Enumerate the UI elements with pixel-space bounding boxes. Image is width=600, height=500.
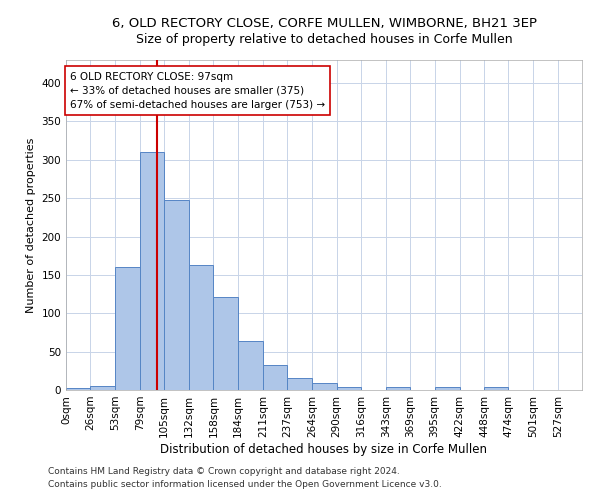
Text: 6 OLD RECTORY CLOSE: 97sqm
← 33% of detached houses are smaller (375)
67% of sem: 6 OLD RECTORY CLOSE: 97sqm ← 33% of deta… [70, 72, 325, 110]
Y-axis label: Number of detached properties: Number of detached properties [26, 138, 36, 312]
Bar [189, 265, 214, 390]
Bar [164, 200, 189, 390]
Bar [214, 297, 238, 390]
Bar [115, 267, 140, 390]
Bar [66, 388, 90, 390]
Bar [90, 386, 115, 390]
Bar [140, 152, 164, 390]
X-axis label: Distribution of detached houses by size in Corfe Mullen: Distribution of detached houses by size … [161, 442, 487, 456]
Text: Contains public sector information licensed under the Open Government Licence v3: Contains public sector information licen… [48, 480, 442, 489]
Bar [238, 341, 263, 390]
Bar [386, 387, 410, 390]
Bar [434, 387, 460, 390]
Text: Size of property relative to detached houses in Corfe Mullen: Size of property relative to detached ho… [136, 32, 512, 46]
Bar [484, 387, 508, 390]
Bar [287, 378, 313, 390]
Bar [337, 387, 361, 390]
Bar [313, 383, 337, 390]
Bar [263, 366, 287, 390]
Text: Contains HM Land Registry data © Crown copyright and database right 2024.: Contains HM Land Registry data © Crown c… [48, 467, 400, 476]
Text: 6, OLD RECTORY CLOSE, CORFE MULLEN, WIMBORNE, BH21 3EP: 6, OLD RECTORY CLOSE, CORFE MULLEN, WIMB… [112, 18, 536, 30]
